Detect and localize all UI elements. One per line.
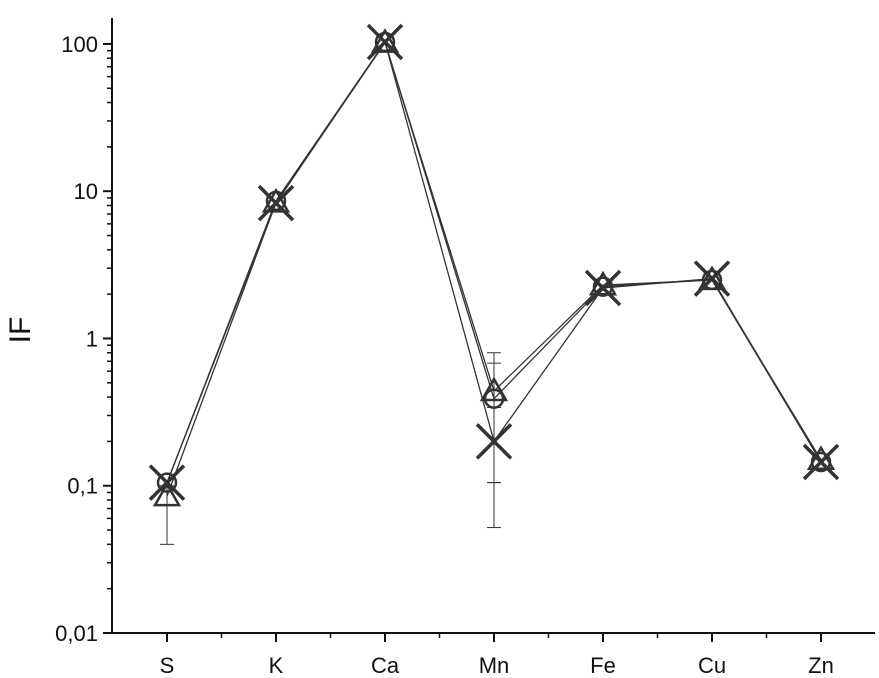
y-tick-label: 1 — [86, 326, 98, 351]
x-tick-label: K — [269, 653, 284, 678]
data-point-triangle — [370, 28, 400, 53]
axes: 0,01 0,1 1 10 100 S K Ca Mn Fe Cu Zn — [55, 18, 875, 678]
data-point-cross — [584, 269, 622, 307]
data-point-cross — [802, 443, 840, 481]
series-x — [148, 23, 840, 529]
y-axis-title: IF — [4, 317, 37, 344]
x-tick-label: S — [160, 653, 175, 678]
x-tick-label: Ca — [371, 653, 400, 678]
data-point-cross — [148, 464, 186, 501]
y-tick-label: 0,01 — [55, 621, 98, 646]
data-point-cross — [693, 260, 731, 297]
x-tick-label: Zn — [808, 653, 834, 678]
data-point-triangle — [261, 187, 291, 213]
data-point-cross — [475, 423, 513, 460]
y-tick-label: 100 — [61, 32, 98, 57]
x-tick-label: Mn — [479, 653, 510, 678]
data-point-cross — [366, 23, 404, 61]
data-point-triangle — [697, 265, 727, 291]
series-layer — [148, 23, 840, 545]
data-point-triangle — [152, 481, 182, 507]
x-tick-label: Fe — [590, 653, 616, 678]
x-tick-label: Cu — [698, 653, 726, 678]
data-point-triangle — [479, 376, 509, 402]
y-tick-label: 10 — [74, 179, 98, 204]
y-tick-label: 0,1 — [67, 474, 98, 499]
data-point-cross — [257, 184, 295, 222]
